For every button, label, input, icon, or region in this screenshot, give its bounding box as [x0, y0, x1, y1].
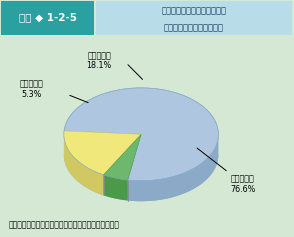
- Text: 必要でない: 必要でない: [20, 80, 44, 89]
- Polygon shape: [103, 134, 141, 180]
- Polygon shape: [64, 88, 218, 181]
- Text: 5.3%: 5.3%: [22, 90, 42, 99]
- FancyBboxPatch shape: [1, 1, 94, 35]
- Text: るための公的援助の必要性: るための公的援助の必要性: [164, 23, 224, 32]
- Polygon shape: [64, 131, 141, 175]
- Polygon shape: [64, 134, 103, 195]
- Text: 必要である: 必要である: [230, 174, 254, 183]
- Text: 18.1%: 18.1%: [86, 61, 112, 70]
- Text: わからない: わからない: [87, 51, 111, 60]
- Polygon shape: [103, 175, 128, 201]
- Text: 図表 ◆ 1-2-5: 図表 ◆ 1-2-5: [19, 13, 77, 23]
- Polygon shape: [64, 155, 218, 201]
- Polygon shape: [128, 134, 218, 201]
- Text: 国際大会で日本選手が活躍す: 国際大会で日本選手が活躍す: [161, 7, 226, 15]
- Text: （資料）内閣府「体力・スポーツに関する世論調査」: （資料）内閣府「体力・スポーツに関する世論調査」: [9, 221, 120, 230]
- Text: 76.6%: 76.6%: [230, 185, 255, 194]
- FancyBboxPatch shape: [96, 1, 292, 35]
